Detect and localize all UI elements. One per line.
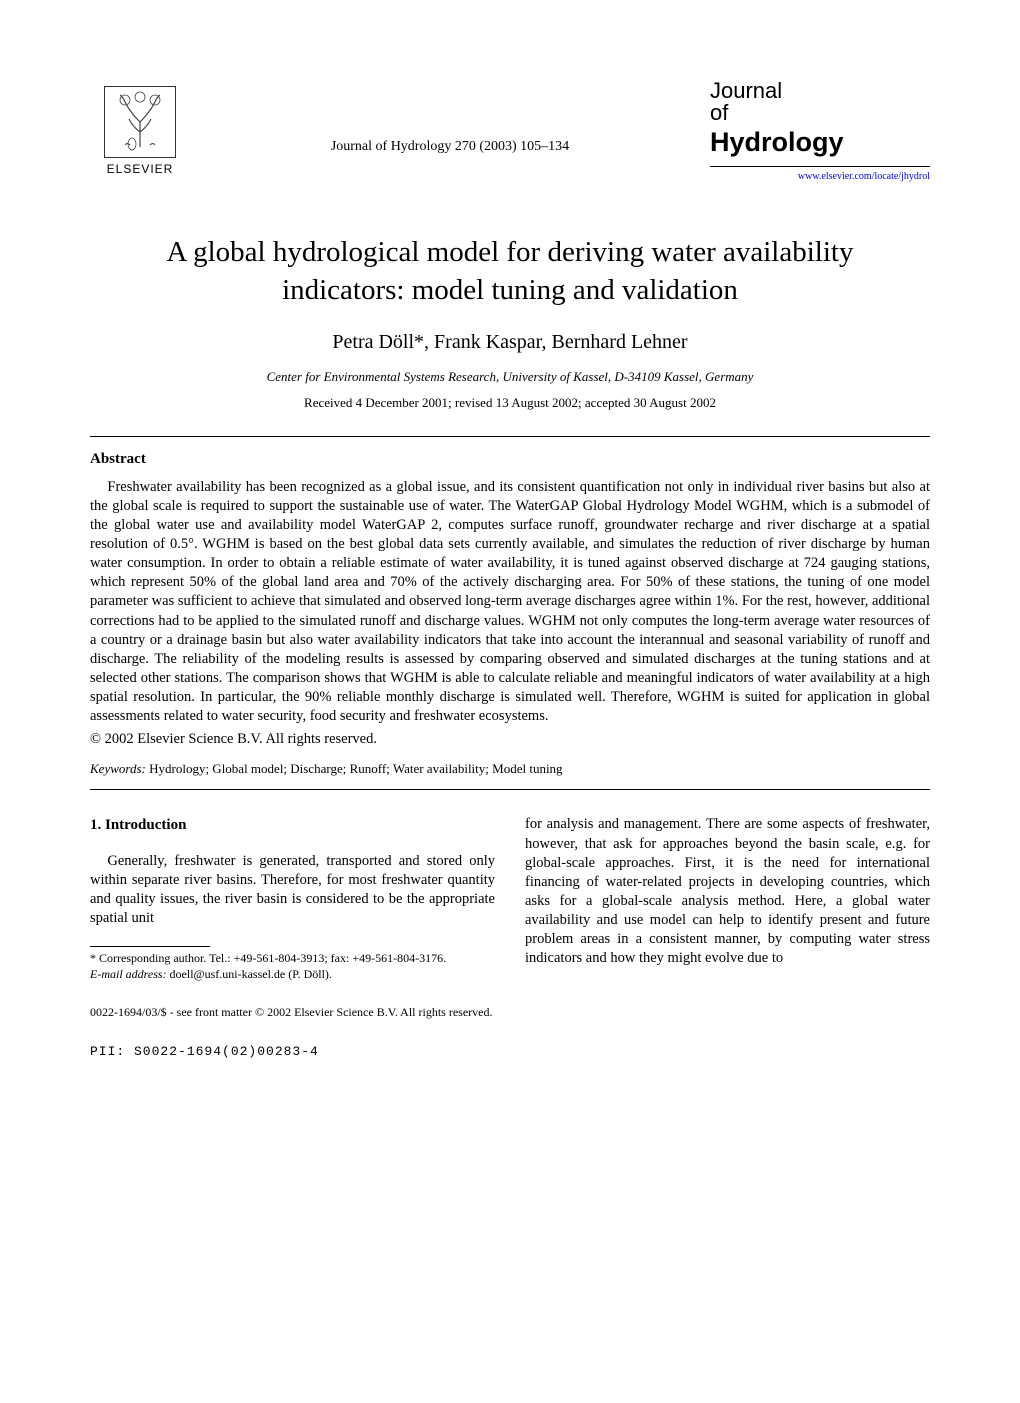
journal-logo-word3: Hydrology (710, 124, 930, 160)
journal-logo-rule (710, 166, 930, 167)
article-authors: Petra Döll*, Frank Kaspar, Bernhard Lehn… (90, 329, 930, 356)
journal-logo-word1: Journal (710, 80, 930, 102)
abstract-body: Freshwater availability has been recogni… (90, 478, 930, 727)
body-columns: 1. Introduction Generally, freshwater is… (90, 815, 930, 982)
article-affiliation: Center for Environmental Systems Researc… (90, 368, 930, 386)
email-value: doell@usf.uni-kassel.de (P. Döll). (167, 967, 332, 981)
page-header: ELSEVIER Journal of Hydrology 270 (2003)… (90, 80, 930, 184)
publisher-name: ELSEVIER (107, 161, 174, 177)
footnote-rule (90, 946, 210, 947)
section1-para-left: Generally, freshwater is generated, tran… (90, 852, 495, 929)
rule-above-abstract (90, 436, 930, 437)
keywords-line: Keywords: Hydrology; Global model; Disch… (90, 760, 930, 778)
publisher-logo: ELSEVIER (90, 82, 190, 182)
pii-line: PII: S0022-1694(02)00283-4 (90, 1043, 930, 1061)
rule-below-keywords (90, 789, 930, 790)
journal-url-link[interactable]: www.elsevier.com/locate/jhydrol (798, 171, 930, 182)
keywords-text: Hydrology; Global model; Discharge; Runo… (146, 761, 563, 776)
column-right: for analysis and management. There are s… (525, 815, 930, 982)
journal-logo-word2: of (710, 102, 930, 124)
section1-heading: 1. Introduction (90, 815, 495, 835)
abstract-copyright: © 2002 Elsevier Science B.V. All rights … (90, 730, 930, 750)
section1-para-right: for analysis and management. There are s… (525, 815, 930, 968)
journal-url: www.elsevier.com/locate/jhydrol (710, 170, 930, 184)
email-label: E-mail address: (90, 967, 167, 981)
elsevier-tree-icon (104, 86, 176, 158)
column-left: 1. Introduction Generally, freshwater is… (90, 815, 495, 982)
front-matter-line: 0022-1694/03/$ - see front matter © 2002… (90, 1004, 930, 1020)
keywords-label: Keywords: (90, 761, 146, 776)
journal-logo: Journal of Hydrology www.elsevier.com/lo… (710, 80, 930, 184)
journal-reference: Journal of Hydrology 270 (2003) 105–134 (190, 138, 710, 157)
article-title: A global hydrological model for deriving… (130, 234, 890, 309)
corresponding-author-footnote: * Corresponding author. Tel.: +49-561-80… (90, 951, 495, 967)
email-footnote: E-mail address: doell@usf.uni-kassel.de … (90, 967, 495, 983)
abstract-heading: Abstract (90, 449, 930, 469)
article-dates: Received 4 December 2001; revised 13 Aug… (90, 394, 930, 412)
